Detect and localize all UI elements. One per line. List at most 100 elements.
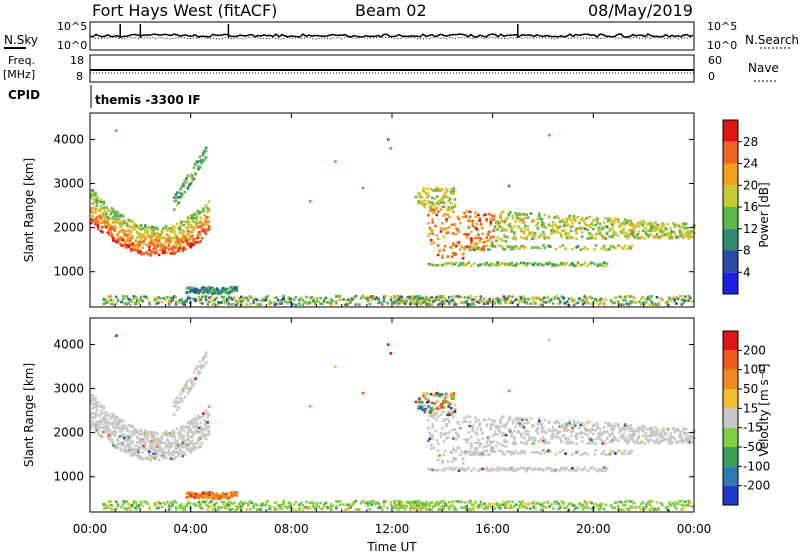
velocity-cell: [171, 433, 175, 436]
velocity-cell: [94, 424, 97, 428]
power-cell: [130, 299, 134, 302]
power-cell: [453, 252, 457, 255]
power-cell: [623, 218, 627, 221]
power-cell: [261, 297, 264, 301]
velocity-cell: [148, 450, 151, 453]
velocity-cell: [561, 449, 565, 452]
velocity-cell: [485, 441, 488, 444]
power-cell: [687, 237, 691, 240]
velocity-cell: [190, 493, 193, 496]
velocity-cell: [477, 506, 481, 510]
power-cell: [546, 262, 549, 266]
velocity-cell: [437, 508, 440, 511]
velocity-cell: [121, 435, 125, 439]
power-cell: [95, 207, 99, 210]
power-cell: [403, 299, 407, 302]
power-cell: [336, 295, 340, 298]
velocity-cell: [525, 507, 528, 510]
power-cell: [482, 248, 486, 252]
velocity-cell: [449, 466, 452, 470]
velocity-cell: [134, 448, 137, 451]
power-cell: [120, 244, 124, 247]
power-cell: [504, 299, 507, 303]
velocity-cell: [562, 467, 566, 470]
velocity-cell: [632, 428, 635, 432]
colorbar-cell: [723, 427, 738, 447]
power-cell: [461, 215, 465, 219]
power-cell: [393, 294, 396, 298]
power-cell: [206, 207, 209, 210]
power-cell: [468, 215, 472, 219]
velocity-cell: [691, 505, 694, 508]
power-cell: [482, 214, 486, 217]
power-cell: [126, 243, 129, 247]
velocity-cell: [420, 401, 424, 404]
velocity-cell: [622, 452, 625, 456]
power-cell: [553, 216, 556, 219]
power-cell: [612, 222, 616, 225]
velocity-cell: [442, 499, 446, 503]
velocity-cell: [138, 448, 141, 452]
velocity-colorbar-label: Velocity [m s⁻¹]: [757, 363, 771, 456]
velocity-cell: [450, 468, 454, 471]
velocity-cell: [113, 419, 117, 423]
velocity-cell: [532, 442, 535, 445]
velocity-cell: [443, 433, 447, 436]
power-cell: [470, 298, 474, 301]
power-cell: [175, 222, 179, 226]
velocity-cell: [658, 435, 661, 439]
velocity-cell: [634, 505, 638, 509]
velocity-cell: [431, 416, 434, 419]
velocity-cell: [105, 411, 108, 414]
power-cell: [141, 240, 144, 244]
power-cell: [428, 303, 432, 306]
freq-panel: [89, 54, 695, 83]
velocity-cell: [562, 429, 566, 433]
power-cell: [435, 213, 439, 217]
velocity-cell: [518, 418, 522, 421]
power-cell: [185, 239, 189, 242]
power-cell: [181, 301, 185, 304]
velocity-cell: [567, 428, 570, 432]
velocity-cell: [580, 436, 584, 439]
power-cell: [149, 251, 153, 254]
power-cell: [114, 241, 118, 244]
velocity-cell: [500, 434, 504, 437]
power-cell: [506, 216, 509, 220]
power-cell: [452, 192, 455, 195]
power-cell: [641, 223, 645, 226]
power-cell: [116, 240, 119, 244]
velocity-cell: [211, 491, 214, 495]
velocity-cell: [407, 500, 410, 504]
velocity-cell: [428, 467, 432, 471]
velocity-cell: [527, 503, 530, 506]
velocity-cell: [492, 449, 495, 453]
velocity-cell: [189, 428, 193, 432]
velocity-cell: [482, 446, 486, 449]
velocity-cell: [569, 434, 573, 438]
velocity-cell: [442, 453, 446, 457]
velocity-cell: [238, 505, 241, 508]
velocity-cell: [451, 412, 454, 416]
velocity-cell: [629, 452, 632, 455]
power-cell: [620, 296, 624, 299]
power-cell: [116, 237, 119, 241]
velocity-cell: [575, 469, 578, 472]
velocity-cell: [442, 469, 446, 472]
velocity-cell: [175, 441, 179, 444]
velocity-cell: [191, 379, 194, 383]
velocity-cell: [474, 500, 477, 504]
power-cell: [315, 299, 319, 303]
power-cell: [203, 214, 207, 217]
velocity-cell: [181, 454, 184, 458]
power-cell: [424, 202, 428, 206]
power-cell: [489, 236, 493, 240]
velocity-cell: [174, 404, 178, 408]
velocity-cell: [377, 506, 380, 510]
velocity-cell: [463, 501, 467, 504]
velocity-cell: [612, 436, 616, 440]
power-cell: [636, 233, 639, 236]
power-cell: [90, 221, 93, 225]
velocity-cell: [446, 418, 450, 421]
velocity-cell: [615, 501, 618, 504]
